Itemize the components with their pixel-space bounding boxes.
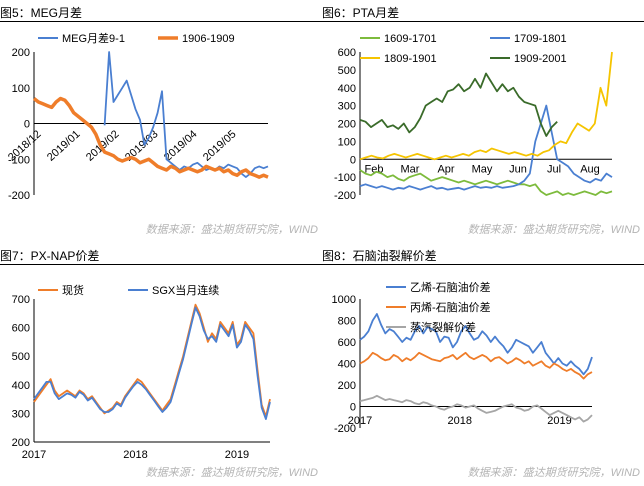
panel-px-nap: 图7：PX-NAP价差 700 600 500 400 300 200 2017 2018 20…: [0, 243, 322, 486]
panel-meg: 图5：MEG月差 200 100 0 -100 -200 2018/12 2019/01 20…: [0, 0, 322, 243]
panel-naphtha: 图8：石脑油裂解价差 1000 800 600 400 200 0 -200 2017 2018…: [322, 243, 644, 486]
watermark: 数据来源：盛达期货研究院，WIND: [145, 224, 318, 236]
legend-label: 1609-1701: [384, 33, 437, 45]
y-tick-label: 200: [12, 437, 30, 449]
y-tick-label: 300: [12, 408, 30, 420]
legend-label: MEG月差9-1: [62, 31, 125, 45]
panel-title: 图8：石脑油裂解价差: [322, 249, 437, 263]
x-tick-label: 2017: [348, 415, 372, 427]
y-tick-label: 500: [338, 65, 356, 77]
panel-pta: 图6：PTA月差 600 500 400 300 200 100 0 -100 -200 Feb M…: [322, 0, 644, 243]
legend-label: 现货: [62, 283, 84, 297]
series-line: [33, 303, 271, 418]
x-tick-label: Jul: [547, 163, 561, 175]
x-tick-label: 2019/04: [162, 128, 200, 164]
y-tick-label: -200: [8, 190, 30, 202]
watermark: 数据来源：盛达期货研究院，WIND: [467, 224, 640, 236]
x-tick-label: Mar: [401, 163, 420, 175]
y-tick-label: -200: [334, 423, 356, 435]
y-tick-label: 600: [338, 47, 356, 59]
x-tick-label: Jun: [509, 163, 527, 175]
watermark: 数据来源：盛达期货研究院，WIND: [467, 467, 640, 479]
y-tick-label: 100: [338, 136, 356, 148]
legend-label: 1906-1909: [182, 33, 235, 45]
legend-label: 乙烯-石脑油价差: [410, 280, 491, 294]
x-tick-label: 2017: [22, 449, 46, 461]
x-tick-label: 2019: [225, 449, 249, 461]
series-line: [33, 306, 271, 420]
series-line: [359, 104, 613, 191]
y-tick-label: 0: [350, 154, 356, 166]
panel-title: 图6：PTA月差: [322, 6, 400, 20]
y-tick-label: -200: [334, 190, 356, 202]
title-rule: [0, 21, 322, 22]
y-tick-label: 400: [338, 83, 356, 95]
y-tick-label: 400: [12, 380, 30, 392]
y-tick-label: 200: [12, 47, 30, 59]
series-line: [359, 394, 593, 423]
watermark: 数据来源：盛达期货研究院，WIND: [145, 467, 318, 479]
y-tick-label: 400: [338, 359, 356, 371]
y-tick-label: 300: [338, 101, 356, 113]
y-tick-label: 100: [12, 83, 30, 95]
y-tick-label: -100: [8, 154, 30, 166]
series-line: [359, 313, 593, 376]
y-tick-label: -100: [334, 172, 356, 184]
x-tick-label: 2018: [448, 415, 472, 427]
y-tick-label: 600: [12, 323, 30, 335]
y-tick-label: 1000: [332, 294, 356, 306]
series-line: [359, 51, 613, 161]
x-tick-label: 2019: [547, 415, 571, 427]
series-line: [359, 169, 613, 196]
series-line: [32, 96, 269, 179]
series-line: [359, 351, 593, 380]
legend-label: 1909-2001: [514, 53, 567, 65]
panel-title: 图7：PX-NAP价差: [0, 249, 100, 263]
y-tick-label: 500: [12, 351, 30, 363]
x-tick-label: 2018: [123, 449, 147, 461]
title-rule: [0, 264, 322, 265]
x-tick-label: Apr: [437, 163, 454, 175]
y-tick-label: 0: [24, 119, 30, 131]
legend-label: 丙烯-石脑油价差: [410, 300, 491, 314]
panel-title: 图5：MEG月差: [0, 6, 83, 20]
x-tick-label: 2019/01: [45, 128, 83, 164]
x-tick-label: May: [472, 163, 493, 175]
title-rule: [322, 264, 644, 265]
title-rule: [322, 21, 644, 22]
x-tick-label: Aug: [580, 163, 600, 175]
legend-label: 1809-1901: [384, 53, 437, 65]
y-tick-label: 200: [338, 380, 356, 392]
legend-label: 蒸汽裂解价差: [410, 320, 476, 334]
legend-label: SGX当月连续: [152, 283, 219, 297]
x-tick-label: 2019/05: [201, 128, 239, 164]
legend-label: 1709-1801: [514, 33, 567, 45]
y-tick-label: 800: [338, 316, 356, 328]
y-tick-label: 200: [338, 119, 356, 131]
y-tick-label: 600: [338, 337, 356, 349]
y-tick-label: 700: [12, 294, 30, 306]
y-tick-label: 0: [350, 402, 356, 414]
series-line: [359, 72, 558, 137]
